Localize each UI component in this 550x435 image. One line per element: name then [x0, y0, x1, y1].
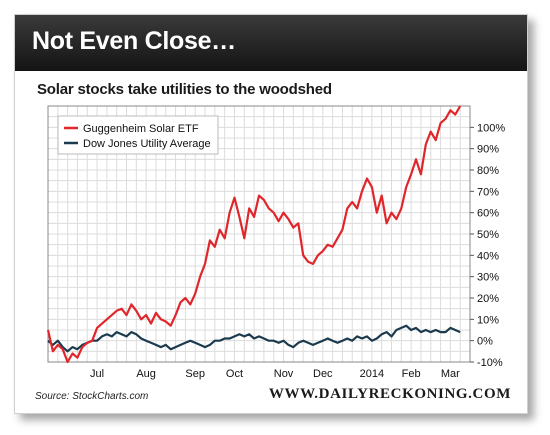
- y-tick-label: 10%: [477, 314, 499, 326]
- x-tick-label: 2014: [360, 368, 384, 380]
- y-tick-label: -10%: [477, 357, 503, 369]
- x-tick-label: Feb: [402, 368, 421, 380]
- x-tick-label: Oct: [226, 368, 243, 380]
- x-tick-label: Nov: [274, 368, 294, 380]
- x-tick-label: Sep: [185, 368, 205, 380]
- y-tick-label: 50%: [477, 229, 499, 241]
- y-tick-label: 70%: [477, 186, 499, 198]
- y-tick-label: 80%: [477, 165, 499, 177]
- legend-label: Guggenheim Solar ETF: [83, 123, 199, 135]
- header-title: Not Even Close…: [32, 27, 236, 55]
- y-tick-label: 20%: [477, 293, 499, 305]
- y-tick-label: 40%: [477, 250, 499, 262]
- series-line-solar-etf: [46, 105, 462, 364]
- y-tick-label: 100%: [477, 122, 505, 134]
- x-tick-label: Jul: [90, 368, 104, 380]
- y-tick-label: 30%: [477, 272, 499, 284]
- x-tick-label: Dec: [313, 368, 333, 380]
- source-note: Source: StockCharts.com: [35, 391, 149, 402]
- legend-box: [57, 115, 219, 155]
- y-tick-label: 90%: [477, 144, 499, 156]
- chart-subtitle: Solar stocks take utilities to the woods…: [37, 81, 332, 98]
- y-tick-label: 60%: [477, 208, 499, 220]
- x-tick-label: Mar: [441, 368, 460, 380]
- header-banner: Not Even Close…: [15, 15, 527, 71]
- series-line-utility-average: [47, 324, 461, 353]
- legend-label: Dow Jones Utility Average: [83, 138, 211, 150]
- x-tick-label: Aug: [136, 368, 156, 380]
- brand-mark: WWW.DAILYRECKONING.COM: [268, 386, 511, 402]
- y-tick-label: 0%: [477, 336, 493, 348]
